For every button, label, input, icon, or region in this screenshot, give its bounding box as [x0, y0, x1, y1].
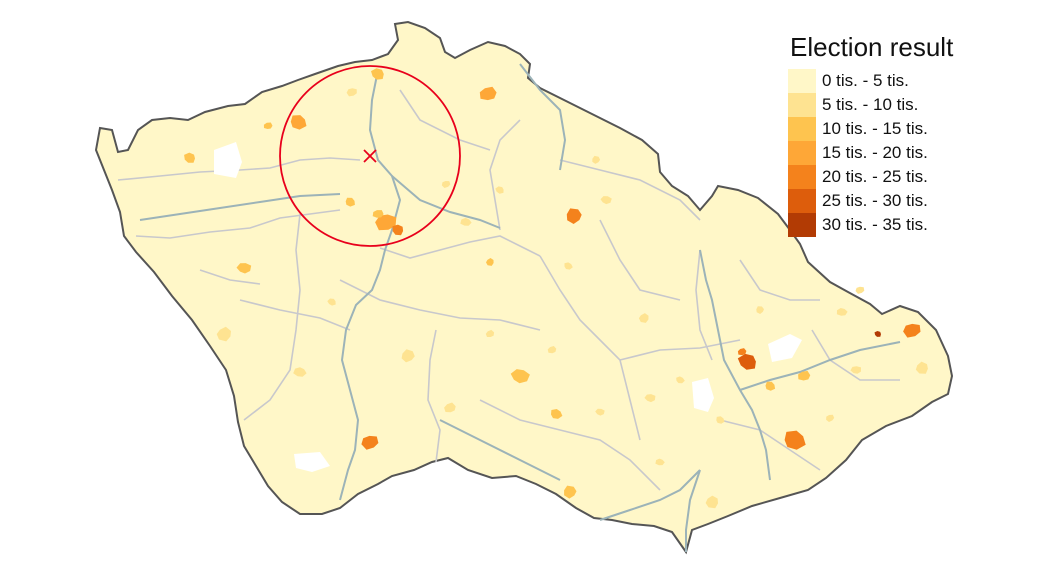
municipality-patch	[551, 409, 563, 419]
municipality-patch	[915, 361, 928, 374]
municipality-patch	[361, 435, 379, 450]
legend-label: 15 tis. - 20 tis.	[822, 143, 928, 162]
legend-label: 30 tis. - 35 tis.	[822, 215, 928, 234]
municipality-patch	[236, 263, 252, 274]
legend-label: 10 tis. - 15 tis.	[822, 119, 928, 138]
municipality-patch	[705, 495, 718, 509]
legend-items: 0 tis. - 5 tis. 5 tis. - 10 tis. 10 tis. -…	[788, 69, 988, 237]
municipality-patch	[346, 88, 357, 97]
municipality-patch	[595, 408, 605, 416]
legend-swatch	[788, 69, 816, 93]
municipality-patch	[874, 331, 881, 337]
municipality-patch	[184, 152, 195, 163]
legend-item: 25 tis. - 30 tis.	[788, 189, 988, 213]
legend-swatch	[788, 117, 816, 141]
municipality-patch	[564, 262, 573, 270]
municipality-patch	[798, 370, 811, 381]
municipality-patch	[638, 313, 649, 323]
municipality-patch	[392, 224, 404, 236]
legend-swatch	[788, 165, 816, 189]
legend-label: 25 tis. - 30 tis.	[822, 191, 928, 210]
municipality-patch	[293, 367, 307, 377]
municipality-patch	[486, 258, 494, 266]
legend-title: Election result	[790, 32, 954, 62]
legend-label: 5 tis. - 10 tis.	[822, 95, 919, 114]
legend-label: 0 tis. - 5 tis.	[822, 71, 909, 90]
municipality-patch	[592, 155, 601, 164]
municipality-patch	[460, 217, 472, 226]
legend-item: 10 tis. - 15 tis.	[788, 117, 988, 141]
municipality-patch	[737, 353, 756, 370]
municipality-patch	[784, 430, 806, 450]
municipality-patch	[441, 181, 451, 188]
municipality-patch	[371, 68, 384, 80]
legend-swatch	[788, 93, 816, 117]
municipality-patch	[826, 414, 835, 422]
municipality-patch	[547, 346, 557, 354]
municipality-patch	[290, 115, 307, 130]
country-outline	[94, 20, 954, 555]
legend-label: 20 tis. - 25 tis.	[822, 167, 928, 186]
highlight-circle	[279, 65, 461, 247]
municipality-patch	[372, 210, 384, 218]
municipality-patch	[676, 376, 685, 384]
municipality-patch	[716, 416, 725, 424]
rivers	[139, 63, 901, 552]
municipality-patch	[756, 306, 764, 314]
municipality-results	[184, 68, 928, 509]
municipality-patch	[850, 366, 861, 374]
municipality-patch	[564, 485, 577, 499]
municipality-patch	[600, 196, 612, 205]
municipality-patch	[444, 402, 456, 413]
municipality-patch	[566, 208, 582, 224]
legend-item: 0 tis. - 5 tis.	[788, 69, 988, 93]
legend-swatch	[788, 189, 816, 213]
legend-swatch	[788, 213, 816, 237]
region-borders	[117, 89, 900, 491]
no-data-areas	[214, 142, 802, 472]
municipality-patch	[644, 394, 656, 403]
legend-item: 30 tis. - 35 tis.	[788, 213, 988, 237]
legend: Election result 0 tis. - 5 tis. 5 tis. - …	[788, 32, 988, 237]
legend-item: 5 tis. - 10 tis.	[788, 93, 988, 117]
municipality-patch	[375, 214, 397, 231]
municipality-patch	[216, 326, 231, 342]
municipality-patch	[479, 86, 497, 101]
municipality-patch	[401, 349, 415, 363]
municipality-patch	[495, 186, 504, 194]
location-marker-icon[interactable]	[363, 149, 377, 163]
legend-item: 15 tis. - 20 tis.	[788, 141, 988, 165]
municipality-patch	[345, 197, 355, 207]
legend-swatch	[788, 141, 816, 165]
municipality-patch	[263, 122, 273, 129]
municipality-patch	[510, 369, 530, 384]
municipality-patch	[655, 458, 665, 466]
municipality-patch	[855, 286, 865, 294]
municipality-patch	[836, 308, 848, 316]
municipality-patch	[903, 323, 921, 338]
municipality-patch	[737, 348, 747, 356]
municipality-patch	[327, 298, 336, 306]
municipality-patch	[485, 329, 495, 337]
legend-item: 20 tis. - 25 tis.	[788, 165, 988, 189]
municipality-patch	[765, 381, 776, 391]
